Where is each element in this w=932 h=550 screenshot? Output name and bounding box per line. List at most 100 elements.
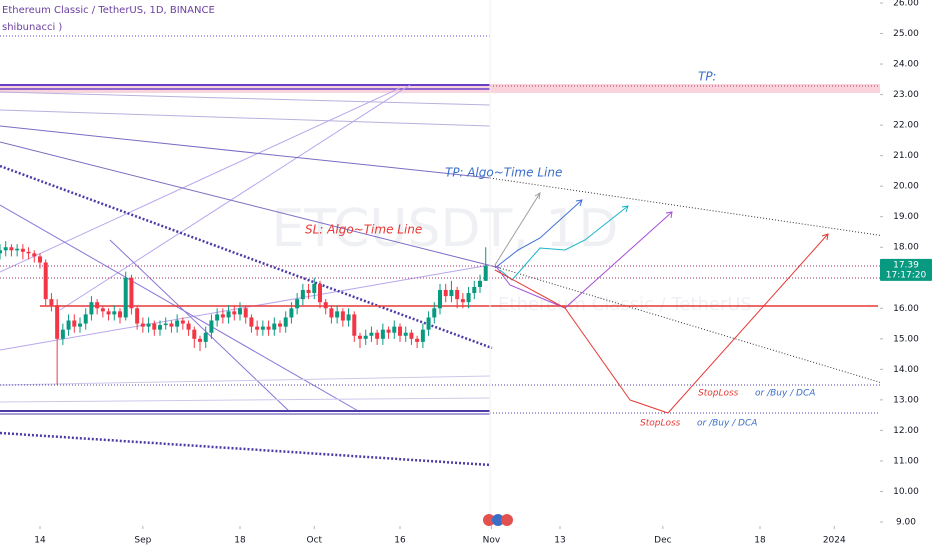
trend-line xyxy=(0,264,491,351)
candle-body xyxy=(60,329,65,339)
annotation: TP: Algo~Time Line xyxy=(445,166,562,180)
candle-body xyxy=(415,338,420,342)
time-axis xyxy=(0,526,880,550)
candle-body xyxy=(32,253,37,257)
trend-line xyxy=(0,125,491,179)
y-tick-label: 24.00 xyxy=(893,60,919,70)
candle-body xyxy=(220,314,225,318)
annotation: StopLoss xyxy=(698,389,739,399)
candle-body xyxy=(420,329,425,342)
x-tick-label: Dec xyxy=(654,536,671,546)
x-tick-label: Nov xyxy=(483,536,501,546)
candle-body xyxy=(289,308,294,318)
y-tick-label: 26.00 xyxy=(893,0,919,9)
candle-body xyxy=(380,329,385,339)
x-tick-label: 18 xyxy=(754,536,766,546)
projection xyxy=(494,211,673,309)
candle-body xyxy=(375,332,380,339)
candle-body xyxy=(300,289,305,300)
trend-line xyxy=(0,141,501,269)
candle-body xyxy=(340,311,345,321)
candle-body xyxy=(209,320,214,333)
candle-body xyxy=(0,250,2,254)
x-tick-label: 16 xyxy=(394,536,406,546)
candle-body xyxy=(180,320,185,324)
candle-body xyxy=(329,308,334,318)
candle-body xyxy=(26,251,31,254)
candle-body xyxy=(449,289,454,297)
candle-body xyxy=(140,323,145,327)
candle-body xyxy=(43,262,48,300)
candle-body xyxy=(49,299,54,306)
projection xyxy=(494,199,583,269)
candle-body xyxy=(306,289,311,294)
y-tick-label: 16.00 xyxy=(893,304,919,314)
projection xyxy=(494,233,829,414)
candle-body xyxy=(466,293,471,303)
y-tick-label: 15.00 xyxy=(893,334,919,344)
candle-body xyxy=(266,326,271,330)
candle-body xyxy=(203,332,208,342)
candle-body xyxy=(20,248,25,252)
candle-body xyxy=(89,302,94,315)
candle-body xyxy=(335,311,340,318)
candle-body xyxy=(409,332,414,339)
candle-body xyxy=(369,332,374,336)
candle-body xyxy=(135,308,140,324)
candle-body xyxy=(169,323,174,327)
y-tick-label: 22.00 xyxy=(893,121,919,131)
candle-body xyxy=(152,323,157,330)
candle-body xyxy=(352,314,357,336)
candle-body xyxy=(192,329,197,339)
arrow-head xyxy=(534,192,541,200)
trend-line xyxy=(0,91,491,106)
annotation: TP: xyxy=(698,70,716,84)
candle-body xyxy=(9,247,14,251)
candle-body xyxy=(3,247,8,251)
y-tick-label: 20.00 xyxy=(893,182,919,192)
axes: 9.00 10.00 11.00 12.00 13.00 14.00 15.00 16.00 1… xyxy=(34,0,932,546)
candle-body xyxy=(472,286,477,294)
candle-body xyxy=(249,317,254,327)
candle-body xyxy=(260,326,265,330)
y-tick-label: 14.00 xyxy=(893,365,919,375)
candle-body xyxy=(460,299,465,303)
chart-subtitle: shibunacci ) xyxy=(2,22,62,33)
candles xyxy=(0,241,488,385)
trend-line xyxy=(0,87,401,273)
arrow-head xyxy=(665,211,673,219)
trend-line xyxy=(0,204,361,413)
candle-body xyxy=(398,326,402,336)
candle-body xyxy=(358,335,362,339)
candle-body xyxy=(243,308,248,318)
candle-body xyxy=(95,302,100,309)
candle-body xyxy=(215,314,220,321)
candle-body xyxy=(38,256,42,263)
x-tick-label: Oct xyxy=(307,536,323,546)
arrow-head xyxy=(621,205,629,213)
tp-time-line xyxy=(489,177,932,244)
drawings xyxy=(0,0,932,522)
candle-body xyxy=(83,314,88,324)
candle-body xyxy=(438,289,442,309)
candle-body xyxy=(123,277,128,318)
sl-time-line xyxy=(499,267,932,399)
annotation: or /Buy / DCA xyxy=(697,419,757,429)
candle-body xyxy=(478,280,482,287)
y-tick-label: 23.00 xyxy=(893,90,919,100)
arrow-head xyxy=(821,233,829,241)
y-tick-label: 21.00 xyxy=(893,151,919,161)
y-tick-label: 25.00 xyxy=(893,29,919,39)
candle-body xyxy=(146,323,151,327)
price-label: 17.39 xyxy=(893,260,919,270)
candle-body xyxy=(238,308,242,315)
watermark-subtitle: Ethereum Classic / TetherUS xyxy=(498,294,752,315)
candle-body xyxy=(272,323,277,330)
candle-body xyxy=(100,308,105,312)
trend-line xyxy=(0,375,491,386)
x-tick-label: Sep xyxy=(134,536,151,546)
y-tick-label: 9.00 xyxy=(896,518,916,528)
candle-body xyxy=(312,283,317,294)
